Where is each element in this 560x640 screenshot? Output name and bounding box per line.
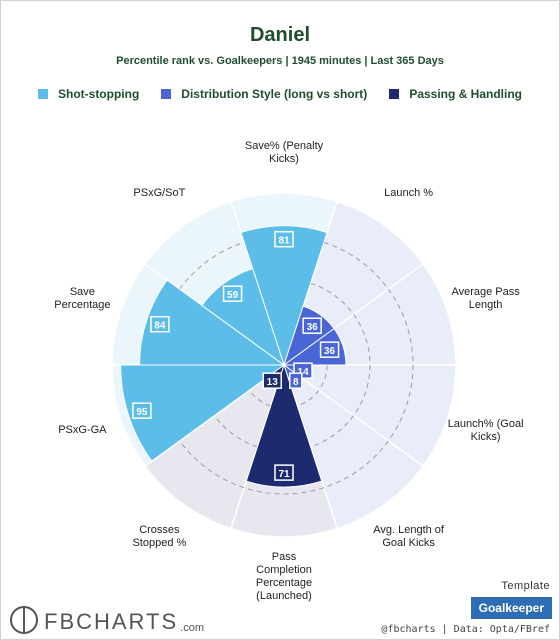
- chart-title: Daniel: [249, 24, 311, 46]
- axis-label-line: Average Pass: [451, 286, 520, 299]
- axis-label-5: Pass Completion Percentage (Launched): [224, 551, 344, 603]
- fbcharts-logo: FBCHARTS .com: [10, 606, 204, 634]
- logo-suffix: .com: [180, 622, 205, 634]
- value-label-7: 95: [136, 407, 148, 418]
- axis-label-2: Average Pass Length: [426, 286, 546, 312]
- value-label-9: 59: [227, 290, 239, 301]
- legend-label-passing-handling: Passing & Handling: [409, 87, 522, 101]
- value-label-box-7: [132, 402, 152, 419]
- legend-label-distribution-style: Distribution Style (long vs short): [181, 87, 368, 101]
- axis-label-9: PSxG/SoT: [99, 187, 219, 200]
- axis-label-line: PSxG-GA: [58, 424, 107, 436]
- legend-item-passing-handling: Passing & Handling: [389, 87, 522, 101]
- value-label-8: 84: [154, 321, 166, 332]
- value-label-box-4: [289, 372, 303, 389]
- value-label-3: 14: [297, 367, 309, 378]
- axis-label-line: Save: [69, 286, 95, 299]
- value-label-box-9: [222, 285, 243, 302]
- value-label-box-6: [262, 372, 282, 389]
- axis-label-line: Pass: [271, 551, 297, 563]
- logo-text: FBCHARTS: [44, 609, 179, 634]
- legend-swatch-distribution-style: [161, 89, 172, 99]
- axis-label-line: PSxG/SoT: [133, 186, 186, 199]
- value-label-box-1: [302, 317, 322, 334]
- axis-label-line: Save% (Penalty: [244, 140, 324, 152]
- chart-subtitle: Percentile rank vs. Goalkeepers | 1945 m…: [116, 55, 444, 67]
- value-wedge-7: [120, 364, 286, 462]
- value-label-6: 13: [267, 377, 279, 388]
- legend: Shot-stopping Distribution Style (long v…: [0, 87, 560, 101]
- axis-label-line: Goal Kicks: [382, 536, 435, 549]
- axis-label-0: Save% (Penalty Kicks): [224, 140, 344, 166]
- value-label-box-2: [319, 341, 340, 358]
- value-label-box-8: [150, 315, 170, 333]
- axis-label-7: PSxG-GA: [22, 424, 142, 437]
- legend-swatch-passing-handling: [389, 89, 400, 99]
- legend-swatch-shot-stopping: [37, 89, 48, 99]
- template-badge: Goalkeeper: [470, 597, 552, 619]
- value-label-box-0: [274, 230, 294, 248]
- value-label-0: 81: [278, 236, 290, 247]
- axis-label-4: Avg. Length of Goal Kicks: [349, 524, 469, 550]
- grid-ring-1: [197, 278, 371, 452]
- axis-label-6: Crosses Stopped %: [99, 524, 219, 550]
- axis-label-line: Kicks): [269, 153, 299, 165]
- value-wedge-0: [240, 225, 328, 367]
- axis-label-line: Completion: [256, 564, 312, 576]
- legend-item-distribution-style: Distribution Style (long vs short): [161, 87, 367, 101]
- axis-label-line: (Launched): [256, 590, 312, 602]
- axis-label-line: Stopped %: [132, 536, 187, 549]
- axis-label-8: Save Percentage: [22, 286, 142, 312]
- axis-label-line: Percentage: [255, 577, 313, 589]
- axis-label-1: Launch %: [349, 187, 469, 200]
- legend-item-shot-stopping: Shot-stopping: [37, 87, 140, 101]
- value-label-4: 8: [293, 377, 299, 388]
- axis-label-3: Launch% (Goal Kicks): [426, 418, 546, 444]
- template-label: Template: [501, 580, 550, 592]
- legend-label-shot-stopping: Shot-stopping: [57, 87, 140, 101]
- value-label-box-5: [274, 464, 294, 481]
- axis-label-line: Launch% (Goal: [447, 417, 524, 430]
- pitch-logo-icon: [10, 606, 38, 634]
- background-wedge-3: [281, 364, 457, 468]
- axis-label-line: Percentage: [54, 299, 111, 312]
- axis-label-line: Crosses: [139, 523, 180, 536]
- axis-label-line: Length: [468, 299, 503, 312]
- value-wedge-5: [245, 363, 323, 488]
- background-wedge-4: [282, 363, 425, 530]
- data-credit: @fbcharts | Data: Opta/FBref: [381, 624, 550, 635]
- value-label-1: 36: [307, 322, 319, 333]
- value-label-5: 71: [278, 469, 290, 480]
- value-wedge-9: [201, 267, 285, 367]
- axis-label-line: Avg. Length of: [373, 523, 444, 536]
- background-wedge-6: [143, 363, 286, 530]
- value-wedge-8: [139, 279, 286, 366]
- value-label-2: 36: [324, 346, 336, 357]
- axis-label-line: Launch %: [384, 186, 434, 199]
- axis-label-line: Kicks): [470, 430, 501, 443]
